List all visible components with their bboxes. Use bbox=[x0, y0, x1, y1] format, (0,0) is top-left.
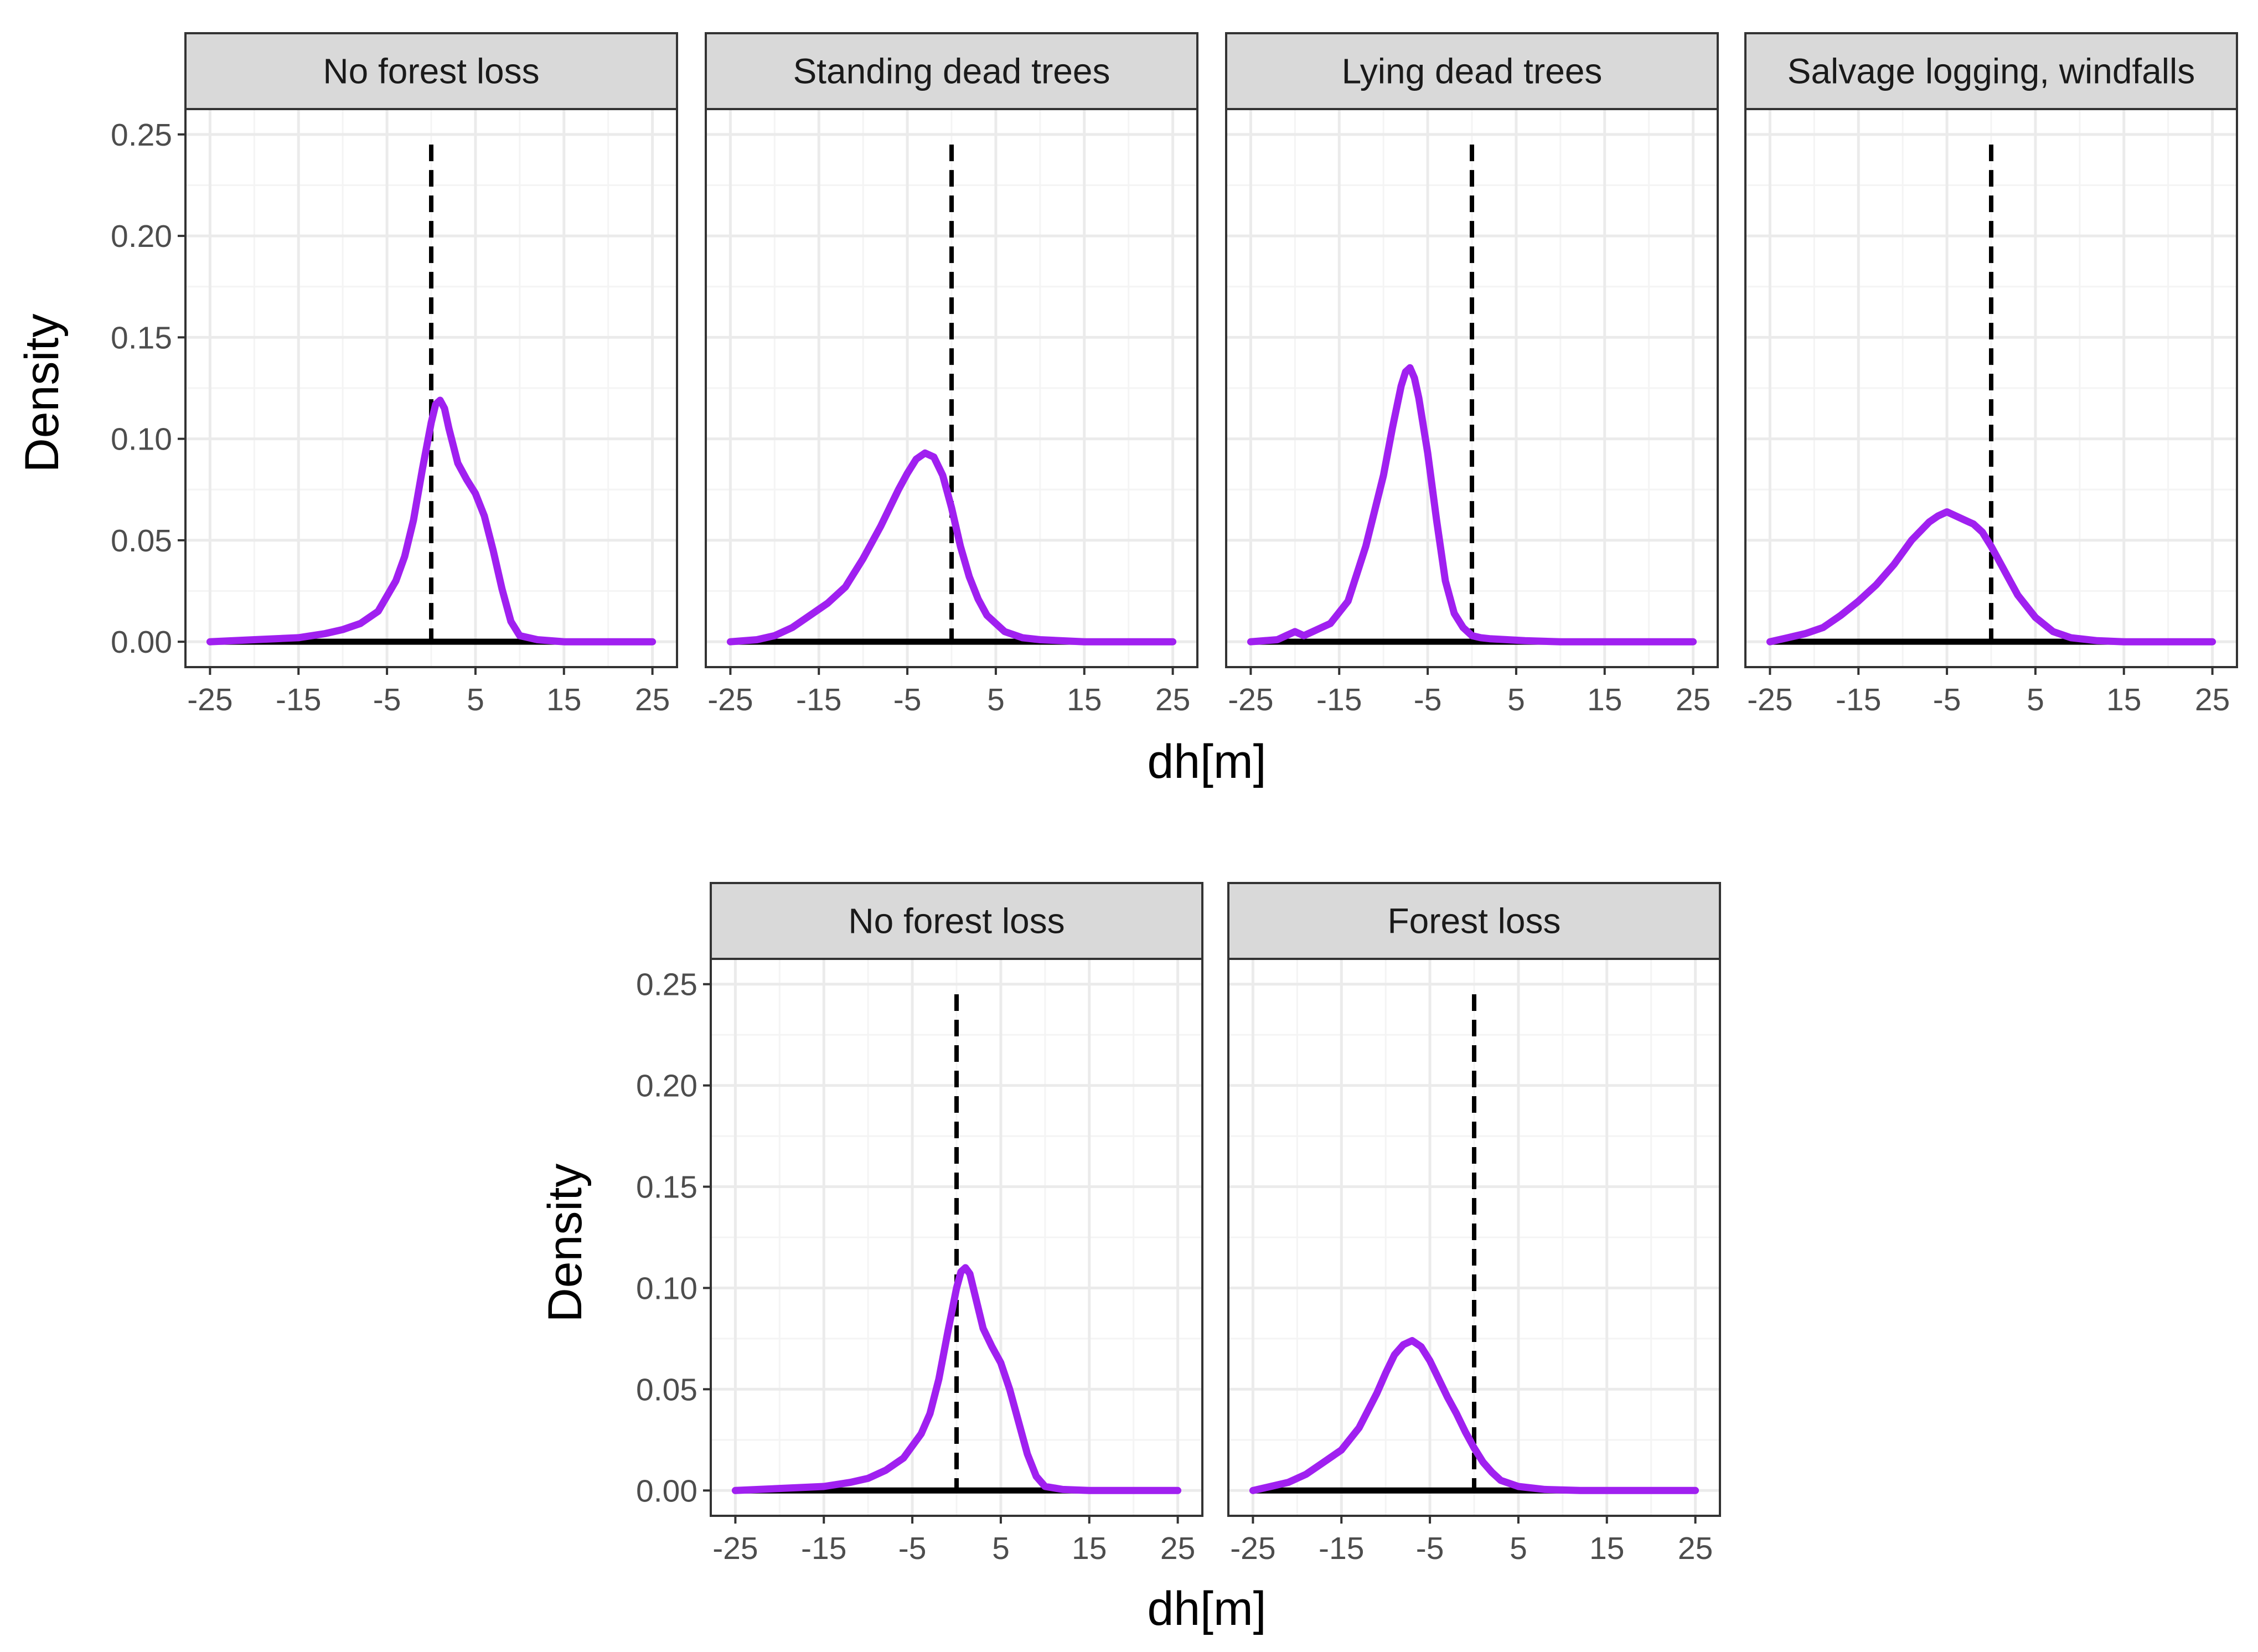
x-tick-label-top-3: -25 bbox=[1747, 682, 1792, 717]
y-tick-label-top-0: 0.10 bbox=[111, 422, 172, 457]
y-tick-label-top-0: 0.25 bbox=[111, 117, 172, 153]
y-tick-label-top-0: 0.15 bbox=[111, 320, 172, 355]
x-tick-label-top-0: -5 bbox=[373, 682, 401, 717]
y-tick-label-bottom-0: 0.00 bbox=[636, 1473, 697, 1509]
x-tick-label-top-3: -15 bbox=[1836, 682, 1881, 717]
x-tick-label-top-0: -15 bbox=[276, 682, 321, 717]
strip-label-top-0: No forest loss bbox=[323, 51, 539, 91]
density-curve-bottom-0 bbox=[731, 1264, 1182, 1494]
strip-background-bottom-0 bbox=[710, 882, 1203, 960]
x-tick-label-bottom-1: 15 bbox=[1589, 1531, 1624, 1566]
x-tick-label-top-1: 25 bbox=[1155, 682, 1190, 717]
density-curve-bottom-1 bbox=[1249, 1337, 1699, 1494]
y-tick-label-bottom-0: 0.25 bbox=[636, 967, 697, 1003]
x-tick-label-bottom-0: -25 bbox=[712, 1531, 758, 1566]
y-tick-label-bottom-0: 0.05 bbox=[636, 1372, 697, 1407]
facet-panel-bottom-0: No forest loss -25 -15 -5 5 15 25 0.00 0.05 0.10 0… bbox=[636, 882, 1203, 1566]
x-tick-label-top-3: 25 bbox=[2195, 682, 2230, 717]
x-tick-label-bottom-0: 25 bbox=[1160, 1531, 1195, 1566]
strip-background-top-2 bbox=[1225, 32, 1719, 110]
y-axis-title-top-row: Density bbox=[15, 314, 69, 473]
y-tick-label-bottom-0: 0.10 bbox=[636, 1271, 697, 1306]
facet-panel-top-1: Standing dead trees -25 -15 -5 5 15 25 bbox=[705, 32, 1198, 717]
y-tick-label-top-0: 0.05 bbox=[111, 523, 172, 559]
density-curve-top-1 bbox=[726, 449, 1177, 646]
strip-label-top-2: Lying dead trees bbox=[1342, 51, 1603, 91]
x-tick-label-top-3: 15 bbox=[2106, 682, 2141, 717]
strip-background-top-0 bbox=[184, 32, 678, 110]
y-tick-label-bottom-0: 0.20 bbox=[636, 1068, 697, 1104]
x-axis-title-top-row: dh[m] bbox=[1147, 735, 1266, 788]
x-tick-label-top-2: 25 bbox=[1676, 682, 1711, 717]
density-curve-top-0 bbox=[206, 396, 657, 646]
x-tick-label-top-3: -5 bbox=[1933, 682, 1961, 717]
x-tick-label-bottom-0: -15 bbox=[801, 1531, 846, 1566]
x-tick-label-top-0: -25 bbox=[187, 682, 232, 717]
strip-background-top-3 bbox=[1744, 32, 2238, 110]
x-tick-label-top-1: -15 bbox=[796, 682, 841, 717]
x-tick-label-bottom-1: 5 bbox=[1510, 1531, 1527, 1566]
facet-panel-top-2: Lying dead trees -25 -15 -5 5 15 25 bbox=[1225, 32, 1719, 717]
facet-panel-top-0: No forest loss -25 -15 -5 5 15 25 0.00 0.05 0.10 0… bbox=[111, 32, 678, 717]
x-tick-label-top-0: 15 bbox=[546, 682, 581, 717]
x-tick-label-top-2: 5 bbox=[1507, 682, 1525, 717]
x-tick-label-bottom-0: 5 bbox=[992, 1531, 1010, 1566]
x-tick-label-bottom-1: -15 bbox=[1319, 1531, 1364, 1566]
x-tick-label-top-0: 5 bbox=[467, 682, 484, 717]
x-tick-label-bottom-1: -5 bbox=[1416, 1531, 1444, 1566]
x-tick-label-top-3: 5 bbox=[2027, 682, 2044, 717]
y-tick-label-top-0: 0.20 bbox=[111, 219, 172, 254]
density-curve-top-3 bbox=[1766, 508, 2216, 646]
y-tick-label-top-0: 0.00 bbox=[111, 624, 172, 660]
x-tick-label-top-1: 15 bbox=[1067, 682, 1102, 717]
x-tick-label-bottom-0: -5 bbox=[898, 1531, 927, 1566]
strip-label-top-1: Standing dead trees bbox=[793, 51, 1110, 91]
strip-background-top-1 bbox=[705, 32, 1198, 110]
strip-label-bottom-0: No forest loss bbox=[848, 901, 1065, 941]
x-tick-label-top-2: -25 bbox=[1228, 682, 1273, 717]
facet-panel-bottom-1: Forest loss -25 -15 -5 5 15 25 bbox=[1227, 882, 1721, 1566]
strip-label-top-3: Salvage logging, windfalls bbox=[1787, 51, 2195, 91]
density-curve-top-2 bbox=[1247, 364, 1697, 646]
x-axis-title-bottom-row: dh[m] bbox=[1147, 1582, 1266, 1635]
x-tick-label-bottom-0: 15 bbox=[1072, 1531, 1107, 1566]
x-tick-label-top-2: -15 bbox=[1316, 682, 1362, 717]
x-tick-label-bottom-1: -25 bbox=[1230, 1531, 1275, 1566]
x-tick-label-top-2: -5 bbox=[1414, 682, 1442, 717]
x-tick-label-top-1: -5 bbox=[893, 682, 922, 717]
x-tick-label-bottom-1: 25 bbox=[1678, 1531, 1713, 1566]
x-tick-label-top-1: -25 bbox=[707, 682, 753, 717]
y-axis-title-bottom-row: Density bbox=[539, 1164, 592, 1323]
x-tick-label-top-2: 15 bbox=[1587, 682, 1622, 717]
x-tick-label-top-1: 5 bbox=[987, 682, 1005, 717]
y-tick-label-bottom-0: 0.15 bbox=[636, 1170, 697, 1205]
facet-panel-top-3: Salvage logging, windfalls -25 -15 -5 5 15 25 bbox=[1744, 32, 2238, 717]
strip-label-bottom-1: Forest loss bbox=[1388, 901, 1561, 941]
x-tick-label-top-0: 25 bbox=[635, 682, 670, 717]
strip-background-bottom-1 bbox=[1227, 882, 1721, 960]
